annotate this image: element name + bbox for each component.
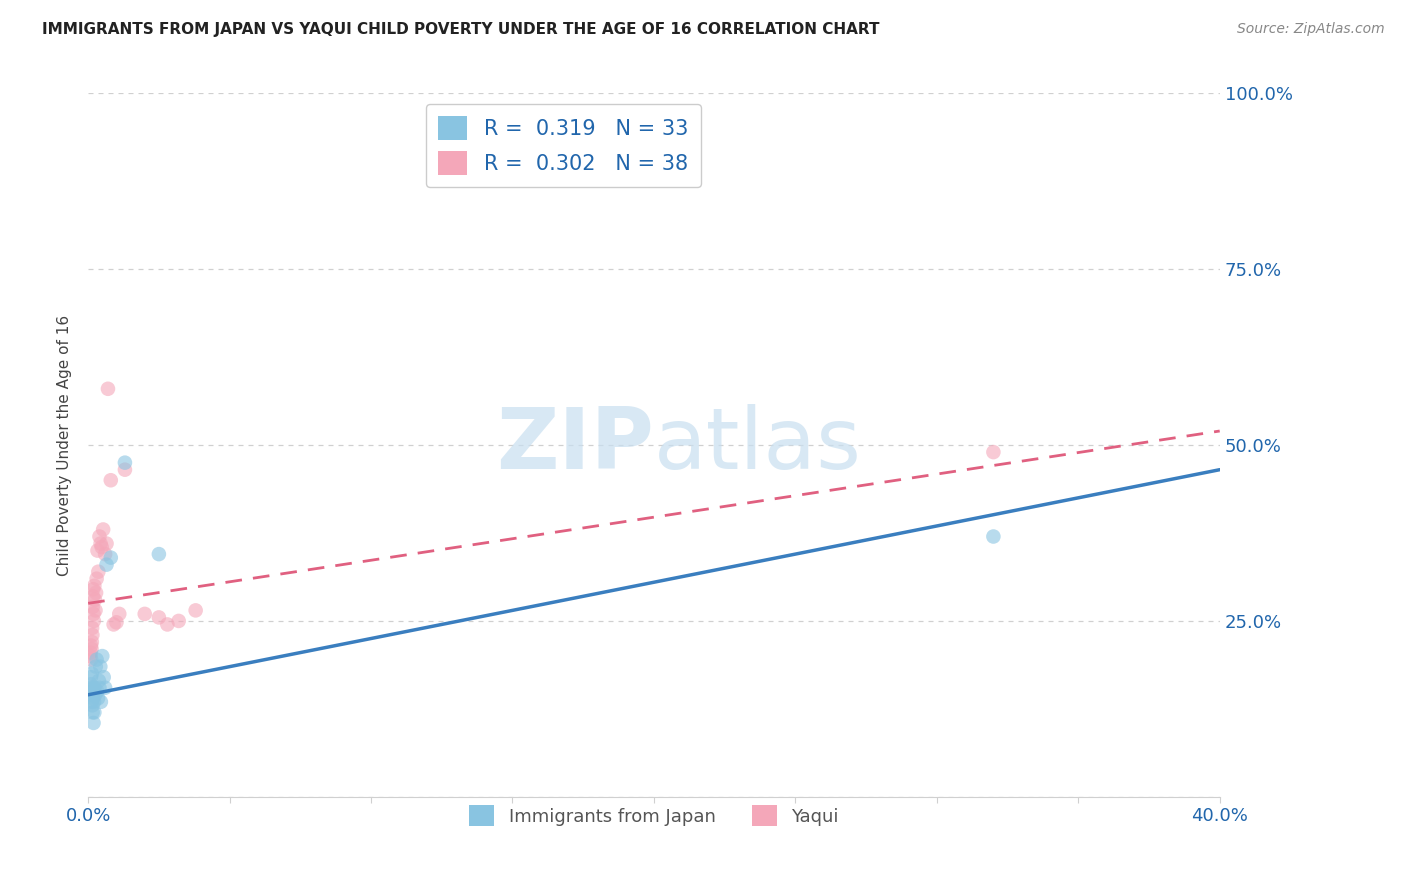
Text: IMMIGRANTS FROM JAPAN VS YAQUI CHILD POVERTY UNDER THE AGE OF 16 CORRELATION CHA: IMMIGRANTS FROM JAPAN VS YAQUI CHILD POV… bbox=[42, 22, 880, 37]
Legend: Immigrants from Japan, Yaqui: Immigrants from Japan, Yaqui bbox=[461, 798, 846, 833]
Point bbox=[83, 607, 105, 621]
Point bbox=[87, 565, 110, 579]
Point bbox=[80, 639, 103, 653]
Point bbox=[84, 659, 107, 673]
Point bbox=[82, 621, 104, 635]
Point bbox=[80, 695, 103, 709]
Point bbox=[103, 617, 125, 632]
Point bbox=[89, 529, 111, 543]
Point bbox=[86, 652, 108, 666]
Point bbox=[96, 536, 118, 550]
Point bbox=[83, 695, 105, 709]
Point bbox=[84, 592, 107, 607]
Point bbox=[82, 706, 104, 720]
Point bbox=[83, 681, 105, 695]
Point bbox=[80, 646, 103, 660]
Point bbox=[105, 615, 128, 630]
Point bbox=[93, 670, 115, 684]
Point bbox=[94, 681, 117, 695]
Point bbox=[83, 706, 105, 720]
Point bbox=[80, 652, 103, 666]
Point bbox=[91, 523, 114, 537]
Point bbox=[84, 688, 107, 702]
Point bbox=[90, 695, 112, 709]
Point bbox=[90, 536, 112, 550]
Point bbox=[82, 684, 104, 698]
Point bbox=[82, 684, 104, 698]
Point bbox=[97, 382, 120, 396]
Point bbox=[82, 590, 104, 604]
Point bbox=[82, 599, 104, 614]
Point bbox=[80, 670, 103, 684]
Point bbox=[82, 691, 104, 706]
Point bbox=[148, 610, 170, 624]
Text: Source: ZipAtlas.com: Source: ZipAtlas.com bbox=[1237, 22, 1385, 37]
Point bbox=[84, 603, 107, 617]
Point bbox=[82, 628, 104, 642]
Point bbox=[148, 547, 170, 561]
Text: atlas: atlas bbox=[654, 403, 862, 486]
Point bbox=[82, 582, 104, 597]
Point bbox=[91, 649, 114, 664]
Point bbox=[80, 677, 103, 691]
Point bbox=[167, 614, 190, 628]
Point bbox=[114, 463, 136, 477]
Point bbox=[100, 473, 122, 487]
Point bbox=[134, 607, 156, 621]
Point bbox=[83, 715, 105, 730]
Point bbox=[86, 543, 108, 558]
Point bbox=[96, 558, 118, 572]
Point bbox=[90, 540, 112, 554]
Point bbox=[89, 681, 111, 695]
Point bbox=[83, 579, 105, 593]
Point bbox=[114, 456, 136, 470]
Point bbox=[156, 617, 179, 632]
Point bbox=[79, 649, 101, 664]
Point bbox=[100, 550, 122, 565]
Point bbox=[82, 698, 104, 713]
Point bbox=[94, 547, 117, 561]
Point bbox=[86, 572, 108, 586]
Point bbox=[983, 445, 1005, 459]
Text: ZIP: ZIP bbox=[496, 403, 654, 486]
Point bbox=[80, 635, 103, 649]
Point bbox=[108, 607, 131, 621]
Point bbox=[83, 614, 105, 628]
Point bbox=[83, 681, 105, 695]
Point bbox=[80, 688, 103, 702]
Point bbox=[184, 603, 207, 617]
Point bbox=[87, 691, 110, 706]
Point bbox=[983, 529, 1005, 543]
Point bbox=[79, 681, 101, 695]
Point bbox=[80, 666, 103, 681]
Point bbox=[84, 586, 107, 600]
Y-axis label: Child Poverty Under the Age of 16: Child Poverty Under the Age of 16 bbox=[58, 315, 72, 575]
Point bbox=[89, 659, 111, 673]
Point bbox=[80, 642, 103, 657]
Point bbox=[87, 673, 110, 688]
Point bbox=[86, 684, 108, 698]
